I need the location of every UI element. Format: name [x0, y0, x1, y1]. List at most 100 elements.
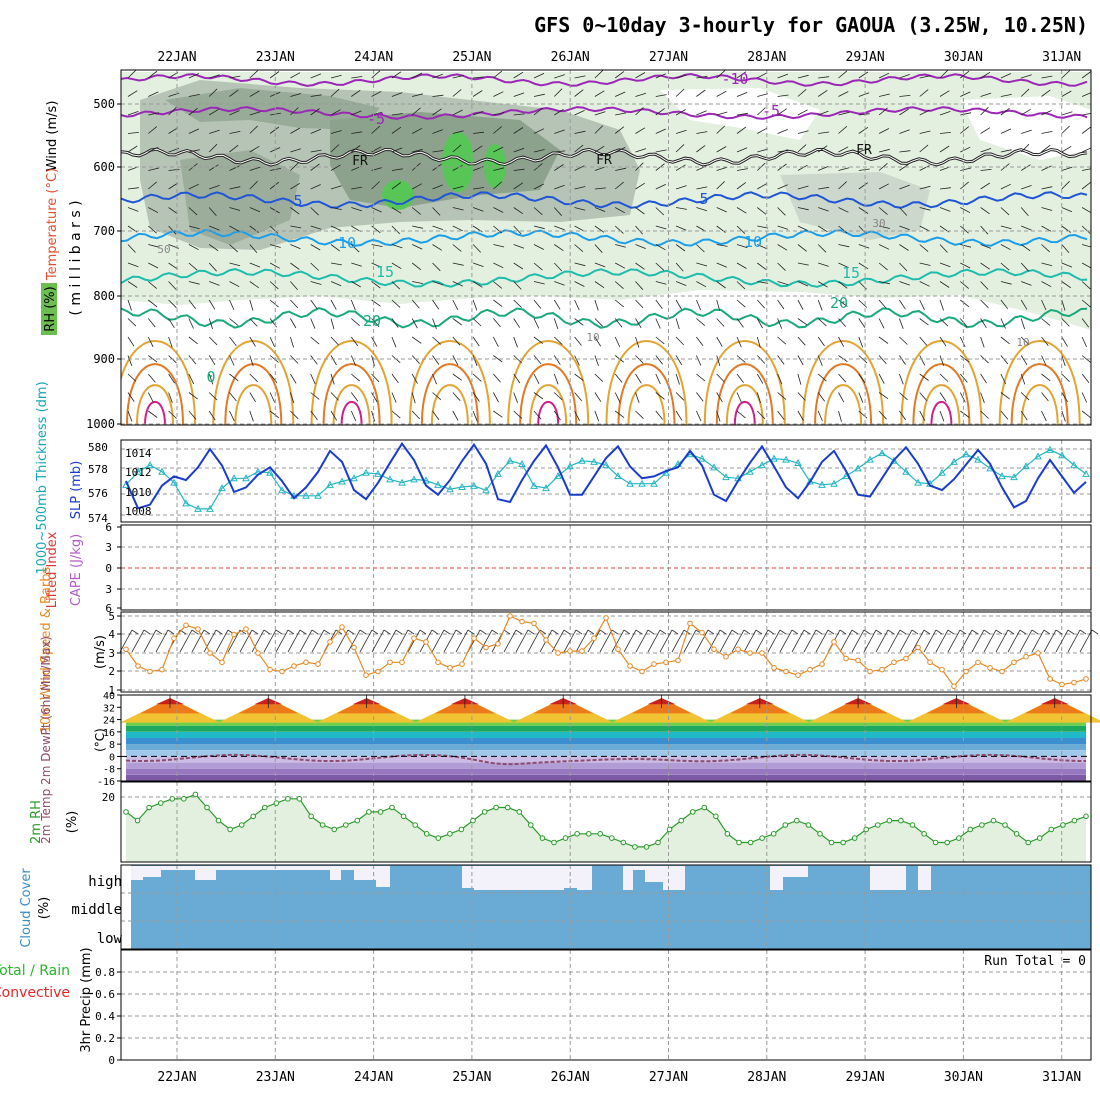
wind-barb	[330, 74, 342, 79]
wind-barb	[594, 90, 605, 97]
wind10m-barb-flag	[1043, 629, 1051, 635]
wind-barb	[716, 318, 725, 327]
wind10m-marker	[1059, 681, 1065, 688]
wind-barb	[858, 299, 868, 308]
wind-barb	[513, 318, 521, 328]
rh2m-marker	[863, 826, 870, 833]
wind-barb	[391, 262, 402, 270]
wind-barb	[330, 299, 337, 310]
thickness-marker	[938, 468, 946, 476]
top-date-label: 27JAN	[649, 50, 688, 65]
tick-label: 32	[103, 703, 115, 714]
wind-barb	[797, 164, 808, 171]
wind-barb	[412, 183, 422, 190]
wind-barb	[777, 336, 787, 345]
wind-barb	[939, 336, 947, 347]
wind-barb	[493, 299, 503, 307]
wind-barb	[1021, 185, 1032, 190]
label-20-a: 20	[363, 312, 381, 330]
rh2m-marker	[979, 822, 985, 828]
wind-barb	[817, 373, 827, 382]
wind-barb	[391, 392, 397, 403]
rh-clear-patch	[660, 88, 820, 140]
wind-barb	[168, 336, 173, 348]
wind-barb	[229, 410, 235, 422]
wind-barb	[736, 392, 742, 403]
wind-barb	[858, 182, 869, 190]
wind-barb	[676, 207, 687, 210]
temperature-contours	[121, 72, 1088, 329]
wind10m-barb	[443, 629, 457, 653]
wind-barb	[939, 244, 948, 253]
wind-barb	[351, 110, 362, 116]
wind10m-barb-flag	[995, 629, 1003, 635]
wind-barb	[939, 281, 950, 288]
wind10m-marker	[411, 635, 417, 642]
wind10m-barb-flag	[839, 629, 847, 635]
thickness-marker	[650, 479, 658, 487]
wind-barb	[1020, 143, 1030, 153]
wind-barb	[330, 130, 342, 134]
thickness-tick: 580	[88, 441, 108, 454]
wind-barb	[1020, 318, 1025, 330]
contour-20	[121, 307, 1088, 329]
contour-minus10	[121, 72, 1088, 87]
wind-barb	[472, 336, 480, 347]
wind-barb	[290, 127, 301, 134]
wind-barb	[614, 225, 624, 234]
wind-barb	[1020, 244, 1031, 252]
wind-barb	[838, 181, 847, 190]
wind-barb	[554, 108, 564, 116]
wind-barb	[899, 74, 910, 79]
wind10m-marker	[591, 635, 597, 642]
wind-barb	[249, 262, 261, 268]
cloud-clear-gap	[462, 866, 474, 888]
wind-barb	[1041, 244, 1050, 253]
wind-barb	[777, 392, 787, 400]
wind-barb	[432, 281, 444, 286]
wind-barb	[1000, 392, 1010, 400]
thickness-marker	[1058, 451, 1066, 459]
wind10m-marker	[555, 650, 561, 656]
cloud-clear-gap	[131, 866, 143, 880]
wind10m-barb-flag	[671, 629, 679, 635]
wind-barb	[797, 392, 806, 401]
wind-barb	[229, 299, 235, 311]
wind-barb	[208, 143, 218, 153]
tick-label: 900	[93, 352, 115, 366]
wind-barb	[757, 207, 767, 215]
wind-barb	[432, 410, 440, 421]
wind-barb	[980, 318, 987, 329]
wind-barb	[899, 129, 910, 134]
wind-barb	[858, 318, 866, 328]
wind10m-marker	[675, 657, 681, 664]
wind-barb	[899, 150, 911, 153]
wind-barb	[432, 225, 444, 230]
contour-10	[121, 229, 1088, 247]
wind-barb	[554, 207, 562, 216]
hot-contour	[420, 363, 479, 425]
wind-barb	[188, 355, 197, 365]
rh2m-marker	[204, 804, 210, 811]
wind-barb	[696, 89, 706, 97]
cloud-clear-gaps	[131, 866, 931, 890]
wind-barb	[919, 225, 930, 232]
wind-barb	[939, 111, 951, 116]
wind-barb	[513, 355, 522, 364]
wind-barb	[493, 91, 504, 97]
wind-barb	[290, 281, 298, 291]
wind-barb	[147, 373, 156, 383]
wind-barb	[736, 355, 746, 363]
t2m-ylabel-unit: (°C)	[93, 728, 107, 752]
wind-barb	[188, 299, 197, 309]
label-0: 0	[206, 368, 215, 386]
wind-barb	[797, 88, 807, 97]
wind-barb	[878, 392, 889, 400]
wind-barb	[432, 207, 441, 216]
wind-barb	[493, 318, 501, 328]
wind-barb	[1041, 410, 1047, 422]
wind-barb	[777, 299, 785, 310]
wind-barb	[229, 89, 239, 97]
wind-barb	[208, 244, 219, 252]
wind-barb	[675, 74, 687, 79]
